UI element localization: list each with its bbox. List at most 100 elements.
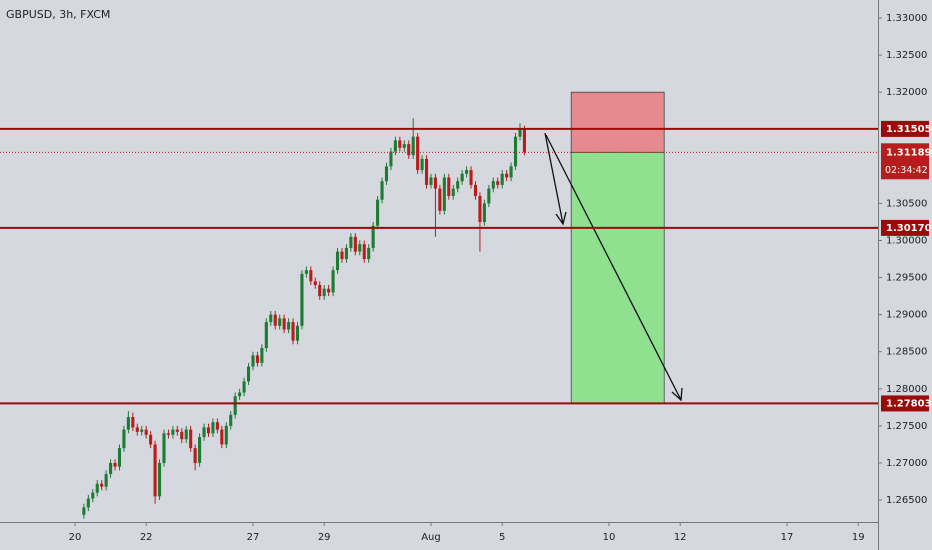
candle-body: [198, 437, 202, 463]
candle-body: [180, 431, 184, 440]
y-tick-label: 1.30000: [886, 235, 927, 246]
candle-body: [109, 462, 113, 475]
candle-body: [318, 284, 322, 297]
candle-body: [429, 177, 433, 185]
x-tick-label: 20: [69, 532, 82, 543]
y-tick-label: 1.29500: [886, 273, 927, 284]
candle-body: [171, 429, 175, 435]
candle-body: [465, 170, 469, 174]
candle-body: [282, 318, 286, 330]
candle-body: [162, 433, 166, 463]
candle-body: [175, 429, 179, 432]
candle-body: [398, 140, 402, 148]
candle-body: [442, 177, 446, 211]
candle-body: [251, 355, 255, 367]
level-label-box: [881, 395, 929, 412]
candle-body: [104, 474, 108, 487]
candle-body: [287, 322, 291, 330]
candle-body: [327, 288, 331, 293]
candle-body: [206, 427, 211, 434]
candle-body: [260, 348, 264, 363]
candle-body: [433, 177, 437, 189]
candle-body: [166, 433, 170, 435]
candle-body: [264, 322, 268, 349]
candle-body: [416, 136, 420, 171]
candle-body: [491, 181, 495, 189]
candle-body: [482, 203, 486, 222]
candle-body: [411, 136, 415, 156]
candle-body: [242, 381, 246, 393]
candle-body: [122, 429, 126, 449]
candle-body: [349, 236, 353, 248]
candle-body: [496, 181, 500, 185]
candle-body: [144, 429, 148, 435]
candle-body: [140, 429, 144, 432]
candle-body: [278, 318, 282, 326]
candle-body: [358, 244, 362, 252]
candle-body: [291, 322, 295, 341]
x-tick-label: 22: [140, 532, 153, 543]
x-tick-label: 27: [247, 532, 260, 543]
last-price-box: [881, 143, 929, 180]
arrow: [544, 132, 564, 225]
candle-body: [193, 448, 197, 463]
candle-body: [309, 270, 313, 282]
drawn-arrows: [544, 132, 683, 402]
y-tick-label: 1.27500: [886, 421, 927, 432]
candle-body: [513, 136, 518, 167]
candle-body: [447, 177, 451, 197]
candle-body: [340, 251, 344, 260]
candle-body: [509, 166, 513, 178]
candle-body: [487, 188, 491, 204]
candle-body: [456, 181, 460, 189]
candle-body: [135, 427, 139, 432]
candle-body: [304, 270, 308, 274]
candle-body: [153, 444, 157, 497]
candle-body: [367, 247, 371, 260]
y-tick-label: 1.32000: [886, 87, 927, 98]
candle-body: [113, 462, 117, 467]
y-tick-label: 1.26500: [886, 495, 927, 506]
candle-body: [157, 462, 162, 497]
candle-body: [202, 427, 206, 438]
candle-body: [86, 498, 90, 508]
countdown: 02:34:42: [885, 165, 928, 176]
candle-body: [126, 416, 130, 430]
x-tick-label: 12: [674, 532, 687, 543]
candle-body: [371, 225, 375, 248]
plot: [82, 91, 665, 519]
candle-body: [335, 251, 340, 271]
candle-body: [344, 247, 348, 260]
arrow-head: [671, 387, 683, 402]
stop-zone: [570, 91, 665, 153]
arrow-head: [555, 211, 567, 226]
candle-body: [353, 236, 357, 252]
candle-body: [438, 188, 442, 211]
x-tick-label: Aug: [421, 532, 441, 543]
candle-body: [451, 188, 455, 197]
candle-body: [82, 507, 86, 515]
candle-body: [313, 281, 317, 285]
y-tick-label: 1.28000: [886, 384, 927, 395]
candle-body: [238, 392, 242, 397]
candle-body: [522, 129, 526, 153]
level-label-box: [881, 120, 929, 137]
candle-body: [184, 429, 188, 440]
y-tick-label: 1.33000: [886, 13, 927, 24]
candle-body: [424, 158, 429, 185]
candle-body: [295, 325, 300, 341]
level-label-box: [881, 219, 929, 236]
candle-body: [518, 129, 522, 137]
level-label: 1.27803: [886, 398, 932, 409]
candle-body: [117, 448, 122, 467]
level-label: 1.30170: [886, 223, 932, 234]
candle-body: [131, 416, 135, 428]
candle-body: [469, 170, 473, 185]
candle-body: [407, 144, 411, 156]
candle-body: [362, 244, 366, 260]
level-label: 1.31505: [886, 124, 932, 135]
candle-body: [189, 429, 193, 449]
y-tick-label: 1.27000: [886, 458, 927, 469]
target-zone: [570, 151, 665, 404]
